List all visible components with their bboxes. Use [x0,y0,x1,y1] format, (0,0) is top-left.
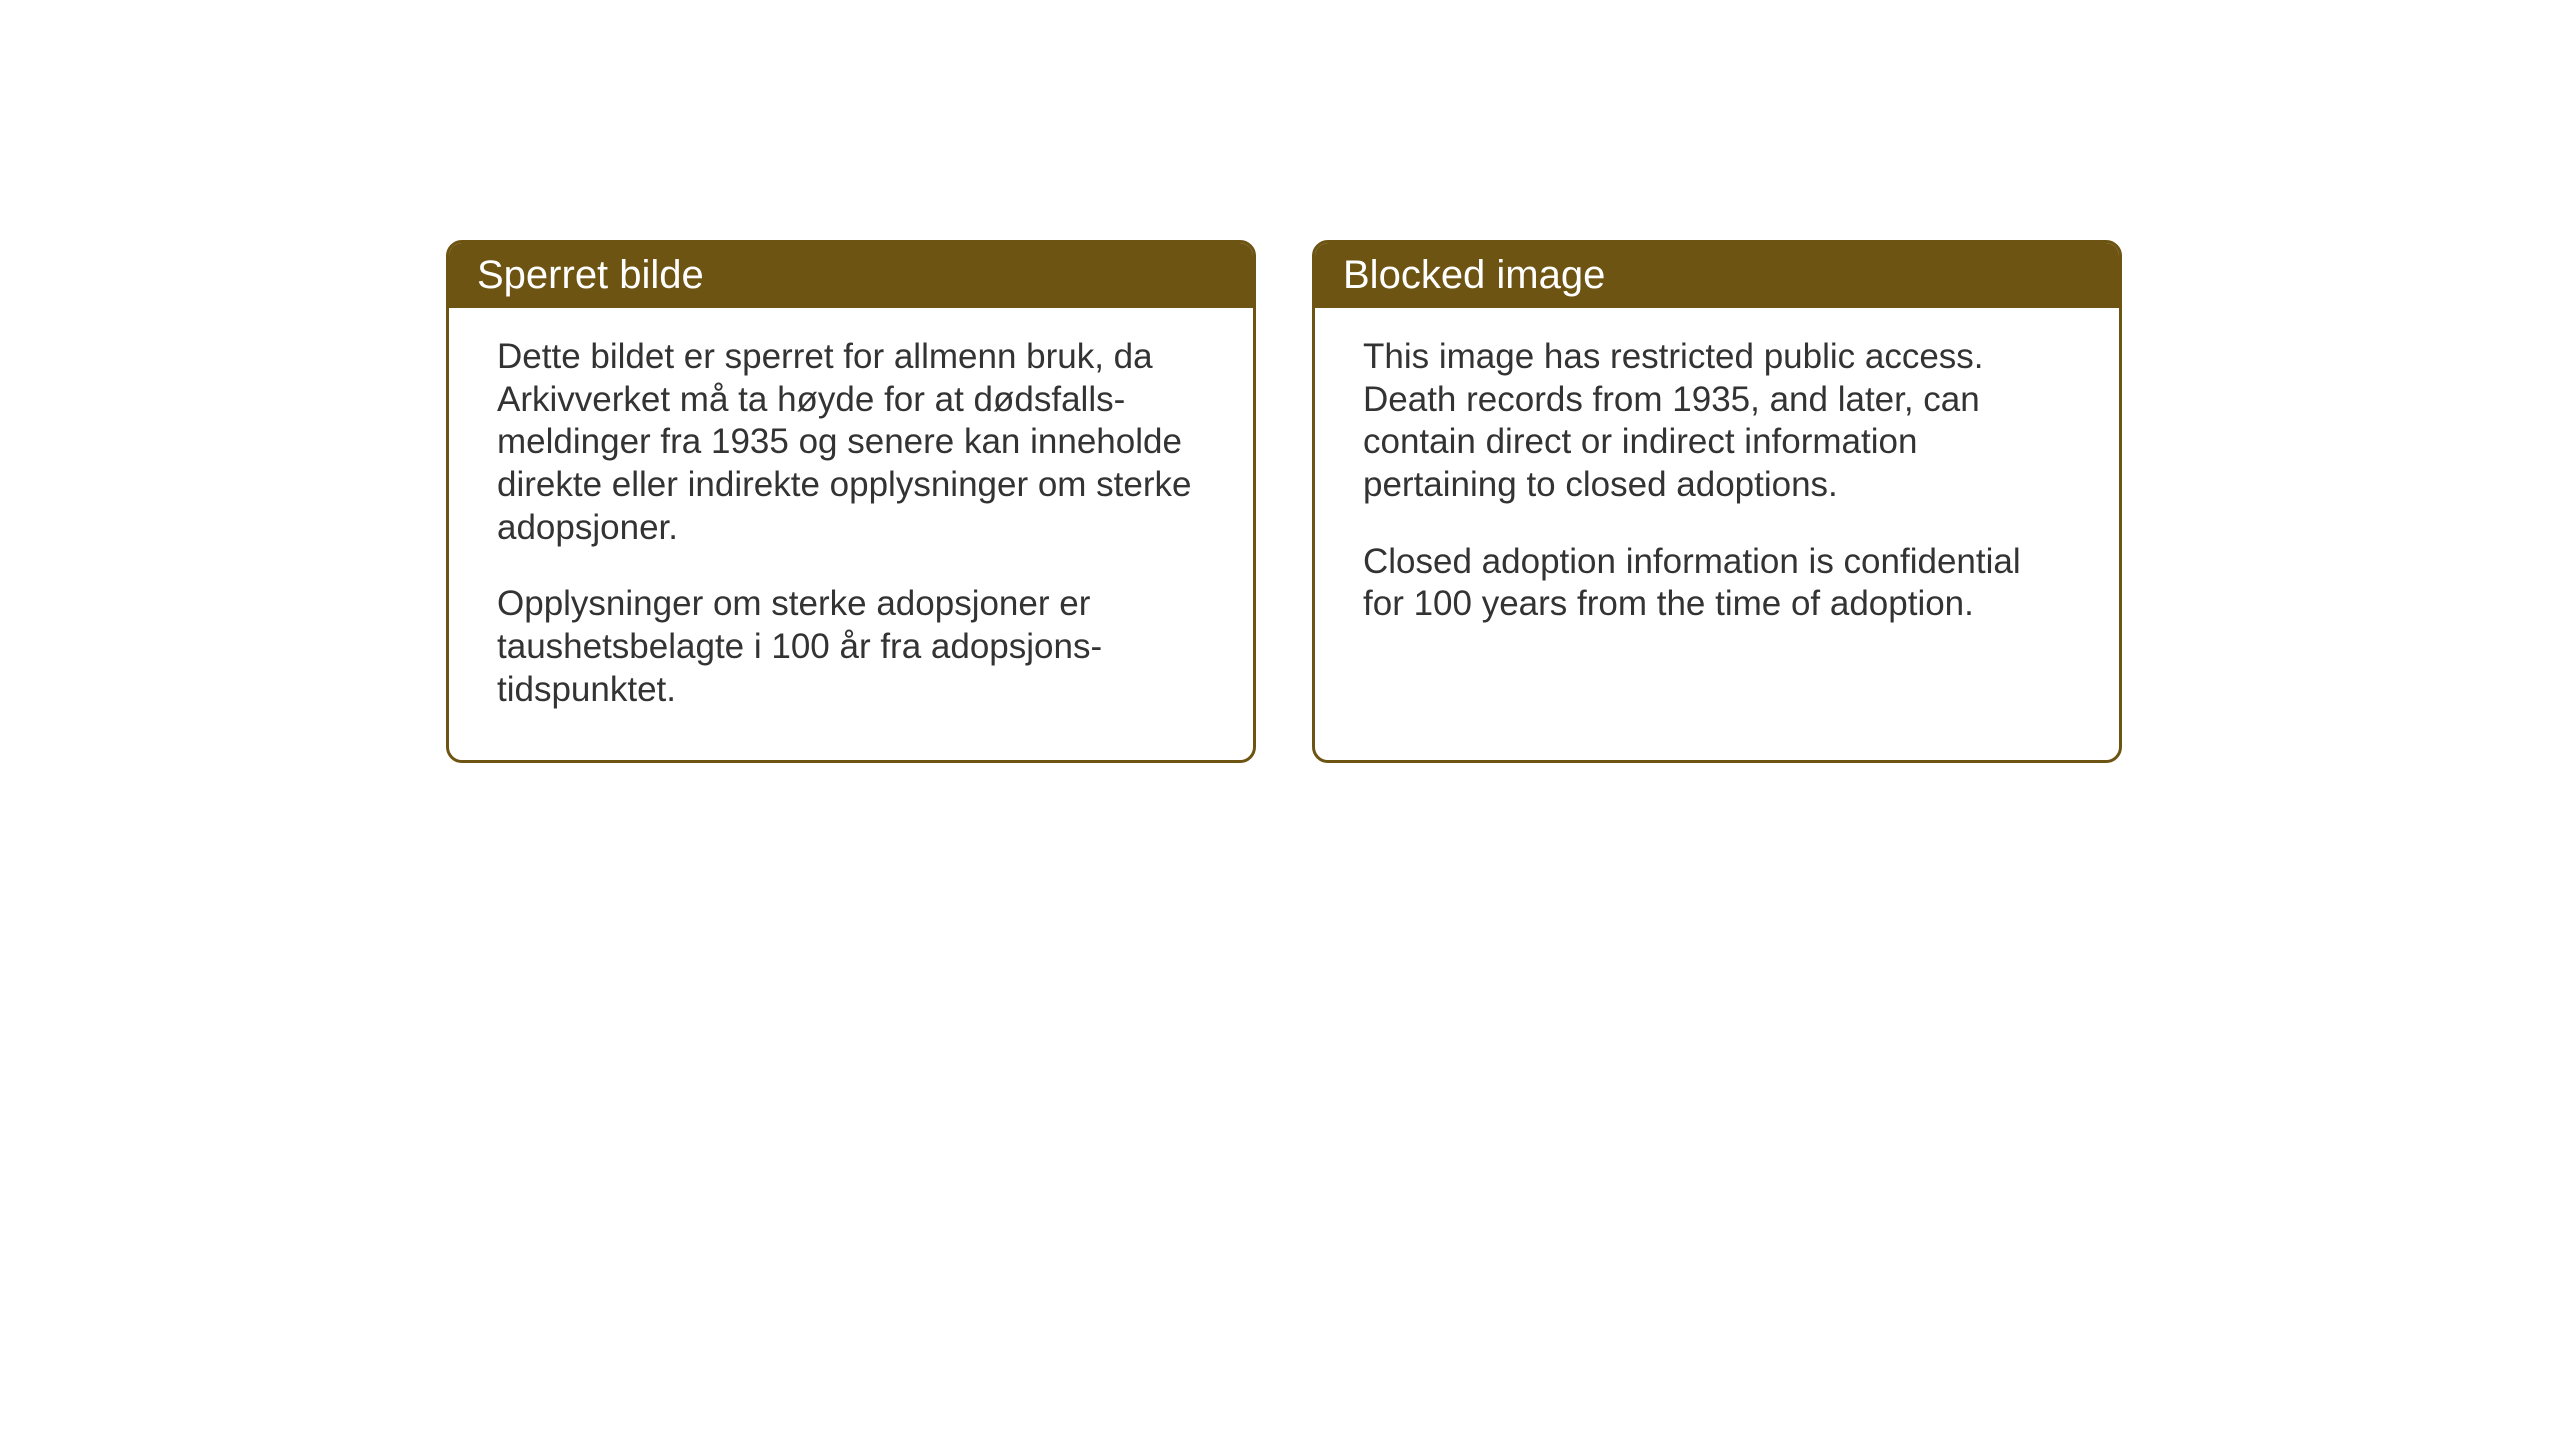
card-title: Sperret bilde [477,253,704,297]
card-body-norwegian: Dette bildet er sperret for allmenn bruk… [449,308,1253,760]
card-title: Blocked image [1343,253,1605,297]
card-paragraph: Closed adoption information is confident… [1363,541,2071,626]
card-paragraph: Dette bildet er sperret for allmenn bruk… [497,336,1205,549]
card-paragraph: This image has restricted public access.… [1363,336,2071,507]
card-header-english: Blocked image [1315,243,2119,308]
card-paragraph: Opplysninger om sterke adopsjoner er tau… [497,583,1205,711]
card-body-english: This image has restricted public access.… [1315,308,2119,674]
card-header-norwegian: Sperret bilde [449,243,1253,308]
notice-cards-container: Sperret bilde Dette bildet er sperret fo… [446,240,2122,763]
notice-card-english: Blocked image This image has restricted … [1312,240,2122,763]
notice-card-norwegian: Sperret bilde Dette bildet er sperret fo… [446,240,1256,763]
